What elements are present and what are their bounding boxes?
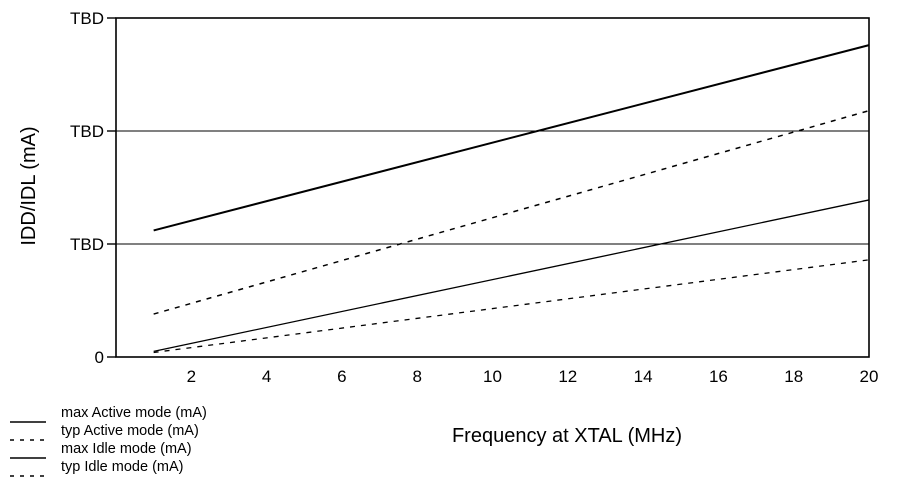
y-tick-label: TBD	[70, 9, 104, 28]
x-tick-label: 4	[262, 367, 271, 386]
plot-area-frame	[115, 17, 870, 358]
legend-label: typ Active mode (mA)	[61, 423, 199, 439]
x-tick-label: 14	[634, 367, 653, 386]
x-axis-ticks: 2 4 6 8 10 12 14 16 18 20	[187, 367, 879, 386]
x-tick-label: 18	[784, 367, 803, 386]
y-tick-label: TBD	[70, 235, 104, 254]
series-line-1	[153, 109, 870, 315]
series-line-3	[153, 259, 870, 354]
x-tick-label: 6	[337, 367, 346, 386]
legend: max Active mode (mA) typ Active mode (mA)…	[10, 405, 207, 477]
x-axis-title: Frequency at XTAL (MHz)	[452, 425, 682, 447]
legend-label: typ Idle mode (mA)	[61, 459, 184, 475]
x-tick-label: 10	[483, 367, 502, 386]
x-tick-label: 8	[412, 367, 421, 386]
series-line-0	[153, 44, 870, 232]
y-axis-ticks: 0 TBD TBD TBD	[70, 9, 116, 367]
series-line-2	[153, 199, 870, 352]
x-tick-label: 16	[709, 367, 728, 386]
x-tick-label: 20	[860, 367, 879, 386]
series-lines	[153, 44, 870, 354]
legend-label: max Active mode (mA)	[61, 405, 207, 421]
y-axis-title: IDD/IDL (mA)	[18, 126, 40, 245]
y-tick-label: TBD	[70, 122, 104, 141]
x-tick-label: 2	[187, 367, 196, 386]
grid-lines	[116, 130, 869, 245]
y-tick-label: 0	[95, 348, 104, 367]
legend-label: max Idle mode (mA)	[61, 441, 192, 457]
x-tick-label: 12	[558, 367, 577, 386]
